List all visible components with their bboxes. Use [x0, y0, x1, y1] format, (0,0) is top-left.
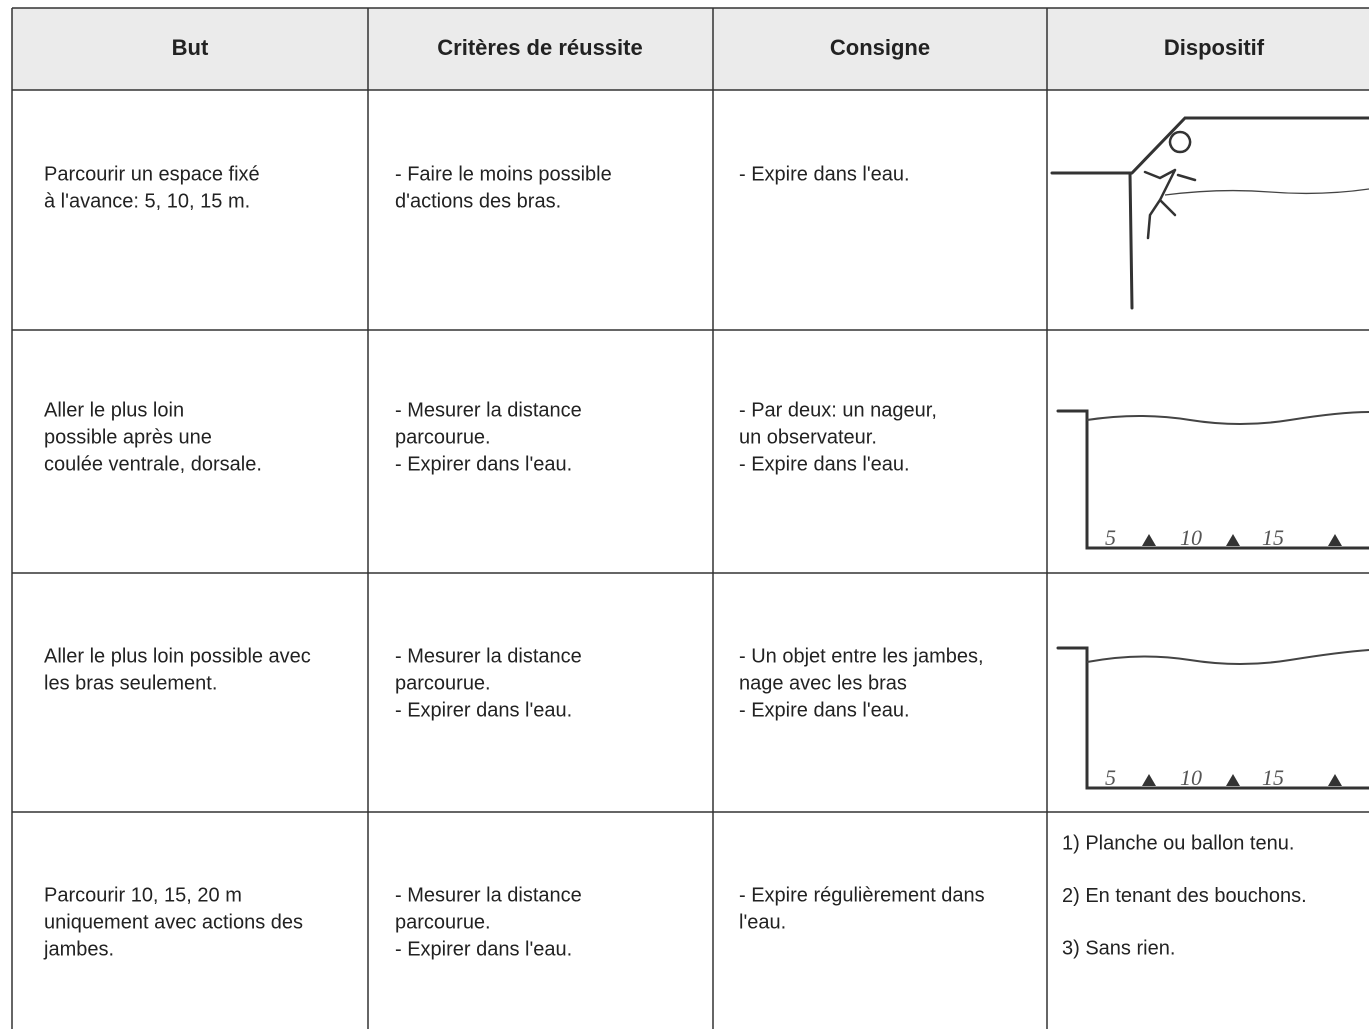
cell-text: - Par deux: un nageur, [739, 399, 937, 421]
dispositif-text: 1) Planche ou ballon tenu. [1062, 832, 1294, 854]
cell-text: - Expire dans l'eau. [739, 699, 910, 721]
sketch-label: 10 [1180, 525, 1202, 550]
cell-text: - Un objet entre les jambes, [739, 645, 984, 667]
cell-text: - Expire dans l'eau. [739, 163, 910, 185]
cell-text: - Expire régulièrement dans [739, 884, 985, 906]
cell-text: jambes. [43, 938, 114, 960]
cell-text: Parcourir un espace fixé [44, 163, 260, 185]
cell-text: parcourue. [395, 426, 491, 448]
cell-text: - Expire dans l'eau. [739, 453, 910, 475]
column-header: Critères de réussite [437, 35, 642, 60]
dispositif-text: 2) En tenant des bouchons. [1062, 885, 1307, 907]
cell-text: - Mesurer la distance [395, 399, 582, 421]
dispositif-text: 3) Sans rien. [1062, 937, 1175, 959]
cell-text: - Expirer dans l'eau. [395, 699, 572, 721]
cell-text: parcourue. [395, 911, 491, 933]
sketch-wall [1050, 116, 1369, 310]
cell-text: - Expirer dans l'eau. [395, 938, 572, 960]
cell-text: un observateur. [739, 426, 877, 448]
column-header: Dispositif [1164, 35, 1265, 60]
sketch-pool-1 [1056, 409, 1369, 550]
cell-text: - Expirer dans l'eau. [395, 453, 572, 475]
cell-text: Aller le plus loin [44, 399, 184, 421]
column-header: Consigne [830, 35, 930, 60]
sketch-pool-2 [1056, 646, 1369, 790]
sketch-label: 5 [1105, 525, 1116, 550]
cell-text: Aller le plus loin possible avec [44, 645, 311, 667]
cell-text: nage avec les bras [739, 672, 907, 694]
cell-text: possible après une [44, 426, 212, 448]
table-grid [11, 7, 1369, 1029]
column-header: But [172, 35, 209, 60]
sketch-label: 15 [1262, 525, 1284, 550]
header-background [12, 8, 1369, 90]
cell-text: - Mesurer la distance [395, 884, 582, 906]
cell-text: l'eau. [739, 911, 786, 933]
sketch-label: 15 [1262, 765, 1284, 790]
sketch-label: 10 [1180, 765, 1202, 790]
cell-text: - Faire le moins possible [395, 163, 612, 185]
cell-text: uniquement avec actions des [44, 911, 303, 933]
cell-text: - Mesurer la distance [395, 645, 582, 667]
sketch-label: 5 [1105, 765, 1116, 790]
cell-text: à l'avance: 5, 10, 15 m. [44, 190, 250, 212]
cell-text: parcourue. [395, 672, 491, 694]
cell-text: les bras seulement. [44, 672, 217, 694]
cell-text: d'actions des bras. [395, 190, 561, 212]
cell-text: coulée ventrale, dorsale. [44, 453, 262, 475]
cell-text: Parcourir 10, 15, 20 m [44, 884, 242, 906]
